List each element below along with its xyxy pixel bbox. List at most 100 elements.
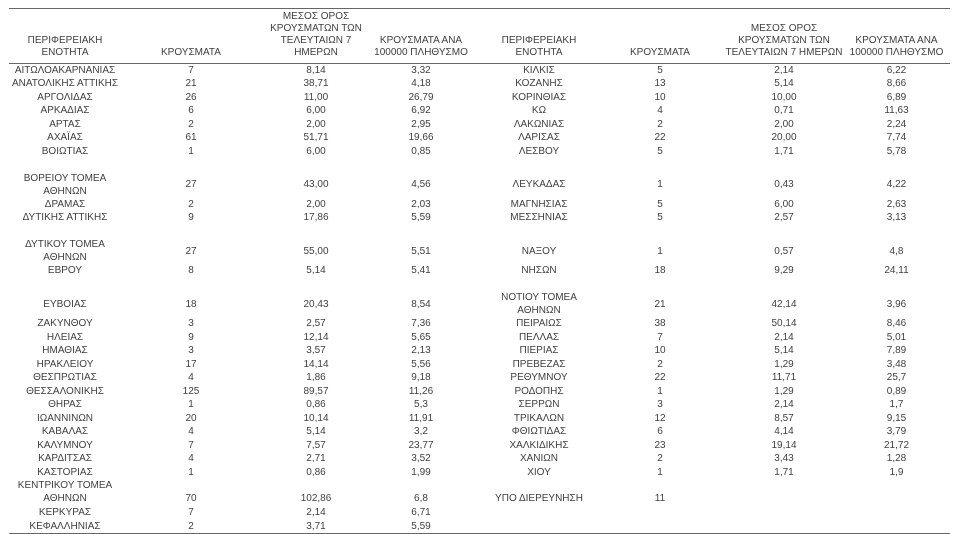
per100k-value (843, 479, 950, 506)
column-gap (471, 331, 483, 345)
region-name (9, 158, 121, 172)
per100k-value (371, 158, 471, 172)
avg7-value: 9,29 (774, 265, 794, 277)
cases-value: 1 (188, 466, 194, 478)
column-gap (471, 172, 483, 198)
avg7-value: 38,71 (303, 78, 329, 90)
cases-value: 18 (654, 265, 666, 277)
avg7-value: 2,14 (774, 331, 794, 343)
per100k-value: 6,89 (886, 91, 907, 103)
column-gap (471, 439, 483, 453)
per100k-value: 3,52 (411, 453, 431, 465)
cases-value: 2 (188, 520, 194, 532)
per100k-value: 3,2 (414, 426, 428, 438)
per100k-value: 7,74 (886, 132, 907, 144)
table-row: ΚΑΡΔΙΤΣΑΣ 4 2,71 3,52 ΧΑΝΙΩΝ 2 3,43 1,28 (9, 452, 950, 466)
table-row: ΕΒΡΟΥ 8 5,14 5,41 ΝΗΣΩΝ 18 9,29 24,11 (9, 264, 950, 278)
cases-value: 3 (188, 345, 194, 357)
per100k-value: 8,54 (411, 298, 431, 310)
region-name: ΣΕΡΡΩΝ (518, 399, 560, 411)
per100k-value (843, 506, 950, 520)
per100k-value: 7,89 (886, 345, 907, 357)
per100k-value: 5,78 (886, 145, 907, 157)
avg7-value: 6,00 (306, 105, 326, 117)
per100k-value (843, 158, 950, 172)
header-row: ΠΕΡΙΦΕΡΕΙΑΚΗ ΕΝΟΤΗΤΑ ΚΡΟΥΣΜΑΤΑ ΜΕΣΟΣ ΟΡΟ… (9, 8, 950, 64)
cases-value: 9 (188, 331, 194, 343)
cases-value (121, 278, 261, 292)
col-header-avg7-right: ΜΕΣΟΣ ΟΡΟΣ ΚΡΟΥΣΜΑΤΩΝ ΤΩΝ ΤΕΛΕΥΤΑΙΩΝ 7 Η… (725, 8, 843, 64)
table-row: ΑΝΑΤΟΛΙΚΗΣ ΑΤΤΙΚΗΣ 21 38,71 4,18 ΚΟΖΑΝΗΣ 13 5,… (9, 77, 950, 91)
avg7-value: 1,29 (774, 358, 794, 370)
per100k-value: 3,32 (411, 65, 431, 76)
column-gap (471, 452, 483, 466)
region-name: ΙΩΑΝΝΙΝΩΝ (36, 412, 94, 424)
column-gap (471, 238, 483, 264)
cases-value: 4 (188, 426, 194, 438)
region-name: ΑΙΤΩΛΟΑΚΑΡΝΑΝΙΑΣ (14, 65, 116, 76)
cases-value: 61 (185, 132, 197, 144)
column-gap (471, 8, 483, 64)
col-header-region-right: ΠΕΡΙΦΕΡΕΙΑΚΗ ΕΝΟΤΗΤΑ (483, 8, 595, 64)
region-name: ΠΕΙΡΑΙΩΣ (516, 318, 562, 330)
cases-value: 27 (185, 179, 197, 190)
avg7-value: 10,14 (303, 412, 329, 424)
region-name: ΚΕΡΚΥΡΑΣ (38, 507, 92, 519)
region-name: ΕΥΒΟΙΑΣ (43, 298, 87, 310)
avg7-value: 42,14 (771, 298, 797, 310)
cases-value: 10 (654, 345, 666, 357)
cases-value: 125 (182, 385, 200, 397)
cases-value: 6 (188, 105, 194, 117)
column-gap (471, 264, 483, 278)
table-row: ΒΟΡΕΙΟΥ ΤΟΜΕΑ ΑΘΗΝΩΝ 27 43,00 4,56 ΛΕΥΚΑΔΑΣ 1… (9, 172, 950, 198)
avg7-value: 3,43 (774, 453, 794, 465)
region-name: ΜΕΣΣΗΝΙΑΣ (510, 212, 568, 224)
per100k-value: 4,8 (889, 245, 904, 257)
avg7-value (725, 158, 843, 172)
per100k-value: 2,13 (411, 345, 431, 357)
per100k-value: 25,7 (886, 372, 907, 384)
cases-value: 1 (657, 466, 663, 478)
region-name: ΦΘΙΩΤΙΔΑΣ (511, 426, 567, 438)
region-name: ΝΗΣΩΝ (521, 265, 557, 277)
region-name: ΧΑΝΙΩΝ (519, 453, 559, 465)
region-name (483, 225, 595, 239)
column-gap (471, 118, 483, 132)
region-name: ΠΕΛΛΑΣ (518, 331, 560, 343)
region-name: ΗΡΑΚΛΕΙΟΥ (36, 358, 94, 370)
per100k-value: 24,11 (884, 265, 909, 277)
per100k-value (843, 520, 950, 534)
col-header-region-left: ΠΕΡΙΦΕΡΕΙΑΚΗ ΕΝΟΤΗΤΑ (9, 8, 121, 64)
avg7-value: 14,14 (303, 358, 329, 370)
avg7-value: 1,71 (774, 466, 794, 478)
avg7-value: 51,71 (303, 132, 329, 144)
per100k-value: 2,24 (886, 118, 907, 130)
cases-value: 5 (657, 198, 663, 210)
avg7-value: 102,86 (300, 493, 332, 504)
avg7-value (725, 225, 843, 239)
table-row: ΑΡΚΑΔΙΑΣ 6 6,00 6,92 ΚΩ 4 0,71 11,63 (9, 104, 950, 118)
per100k-value: 0,85 (411, 145, 431, 157)
per100k-value: 11,63 (884, 105, 909, 117)
cases-value: 6 (657, 426, 663, 438)
cases-value: 7 (188, 439, 194, 451)
per100k-value: 1,9 (889, 466, 904, 478)
table-row: ΖΑΚΥΝΘΟΥ 3 2,57 7,36 ΠΕΙΡΑΙΩΣ 38 50,14 8,46 (9, 317, 950, 331)
avg7-value: 0,71 (774, 105, 794, 117)
cases-value: 70 (185, 493, 197, 504)
table-row: ΑΙΤΩΛΟΑΚΑΡΝΑΝΙΑΣ 7 8,14 3,32 ΚΙΛΚΙΣ 5 2,14 6,22 (9, 64, 950, 78)
region-name: ΘΕΣΣΑΛΟΝΙΚΗΣ (26, 385, 104, 397)
per100k-value: 8,46 (886, 318, 907, 330)
avg7-value: 2,00 (306, 198, 326, 210)
column-gap (471, 104, 483, 118)
region-name: ΑΡΤΑΣ (49, 118, 81, 130)
cases-value: 4 (188, 453, 194, 465)
region-name (483, 520, 595, 534)
cases-value (595, 225, 725, 239)
avg7-value: 12,14 (303, 331, 329, 343)
table-row: ΑΧΑΪΑΣ 61 51,71 19,66 ΛΑΡΙΣΑΣ 22 20,00 7,74 (9, 131, 950, 145)
region-name: ΔΥΤΙΚΗΣ ΑΤΤΙΚΗΣ (22, 212, 108, 224)
table-row: ΕΥΒΟΙΑΣ 18 20,43 8,54 ΝΟΤΙΟΥ ΤΟΜΕΑ ΑΘΗΝΩΝ 21 4… (9, 291, 950, 317)
avg7-value: 55,00 (303, 245, 329, 257)
table-row: ΑΡΤΑΣ 2 2,00 2,95 ΛΑΚΩΝΙΑΣ 2 2,00 2,24 (9, 118, 950, 132)
